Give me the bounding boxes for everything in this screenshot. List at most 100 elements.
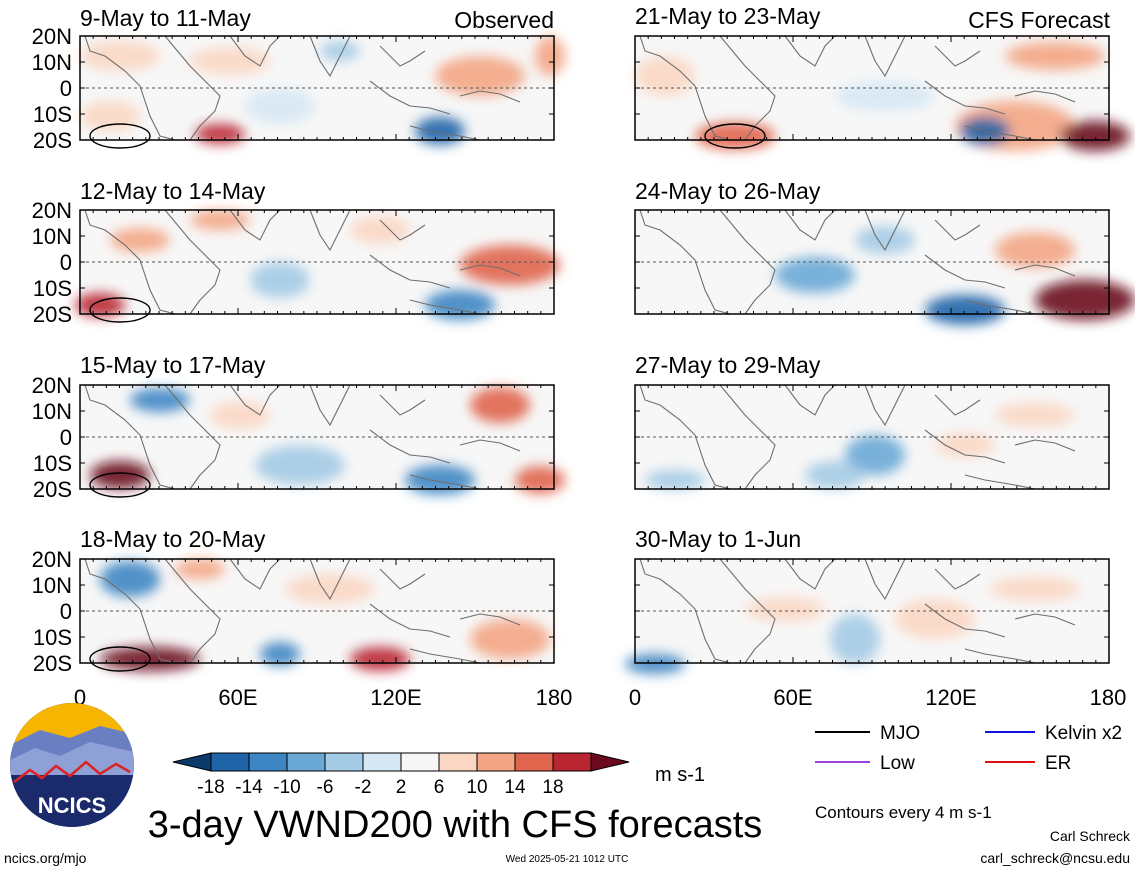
wind-anomaly-shade	[250, 262, 310, 298]
panel-4-title: 18-May to 20-May	[80, 526, 266, 552]
legend-kelvin-label: Kelvin x2	[1045, 723, 1122, 744]
mjo-contour	[89, 646, 151, 672]
xtick-180: 180	[1090, 685, 1127, 710]
xtick-180: 180	[536, 685, 573, 710]
panel-8	[625, 558, 1110, 674]
main-title: 3-day VWND200 with CFS forecasts	[148, 804, 763, 846]
wind-anomaly-shade	[925, 295, 1005, 325]
coastline	[409, 125, 481, 141]
panel-1	[79, 35, 565, 149]
ncics-logo: NCICS	[10, 703, 134, 827]
colorbar-label: 6	[434, 777, 445, 798]
ytick-10n: 10N	[32, 399, 72, 424]
coastline	[1014, 613, 1076, 626]
coastline	[934, 45, 981, 67]
ytick-10n: 10N	[32, 224, 72, 249]
coastline	[964, 474, 1036, 490]
panel-2-title: 12-May to 14-May	[80, 178, 266, 204]
panel-3	[79, 384, 565, 498]
coastline	[84, 209, 176, 315]
coastline	[309, 35, 351, 78]
colorbar-unit: m s-1	[655, 764, 705, 786]
coastline	[409, 474, 481, 490]
coastline	[924, 80, 1006, 115]
ytick-20s: 20S	[33, 302, 72, 327]
ytick-10s: 10S	[33, 625, 72, 650]
coastline	[309, 384, 351, 427]
wind-anomaly-shade	[320, 41, 360, 61]
coastline	[84, 558, 176, 664]
xtick-120e: 120E	[370, 685, 421, 710]
colorbar-swatch	[248, 752, 288, 772]
wind-anomaly-shade	[1060, 121, 1130, 151]
footer-email: carl_schreck@ncsu.edu	[980, 850, 1130, 866]
coastline	[459, 90, 521, 103]
coastline	[784, 35, 836, 67]
coastline	[379, 219, 426, 241]
wind-anomaly-shade	[1005, 42, 1105, 70]
wind-anomaly-shade	[80, 101, 140, 131]
wind-anomaly-shade	[190, 210, 250, 230]
colorbar-label: -10	[273, 777, 300, 798]
wind-anomaly-shade	[845, 435, 905, 475]
wind-anomaly-shade	[195, 124, 245, 144]
coastline	[864, 209, 906, 252]
panel-1-title: 9-May to 11-May	[80, 5, 251, 31]
panel-6-title: 24-May to 26-May	[635, 178, 821, 204]
wind-anomaly-shade	[535, 36, 565, 76]
ytick-20n: 20N	[32, 547, 72, 572]
colorbar-swatch	[590, 752, 630, 772]
wind-anomaly-shade	[1035, 280, 1135, 320]
wind-anomaly-shade	[695, 122, 775, 150]
wind-anomaly-shade	[995, 232, 1075, 268]
ytick-10n: 10N	[32, 573, 72, 598]
colorbar-swatch	[362, 752, 402, 772]
legend: MJO Kelvin x2 Low ER Contours every 4 m …	[815, 723, 1122, 822]
colorbar-label: -2	[355, 777, 372, 798]
ytick-eq: 0	[60, 76, 72, 101]
panel-5-tag: CFS Forecast	[968, 7, 1110, 33]
wind-anomaly-shade	[80, 41, 160, 71]
legend-mjo-label: MJO	[880, 723, 920, 744]
colorbar: -18 -14 -10 -6 -2 2 6 10 14 18	[172, 752, 630, 798]
coastline	[1014, 439, 1076, 452]
wind-anomaly-shade	[415, 117, 465, 145]
coastline	[369, 80, 451, 115]
coastline	[409, 648, 481, 664]
legend-low-label: Low	[880, 753, 915, 774]
colorbar-label: 18	[542, 777, 563, 798]
wind-anomaly-shade	[260, 642, 300, 666]
coastline	[459, 613, 521, 626]
ytick-20n: 20N	[32, 373, 72, 398]
colorbar-label: -14	[235, 777, 263, 798]
mjo-contour	[704, 123, 766, 149]
panel-6	[634, 209, 1135, 325]
wind-anomaly-shade	[745, 597, 825, 621]
coastlines	[84, 558, 521, 664]
coastline	[719, 558, 776, 664]
coastlines	[639, 35, 1076, 141]
coastline	[934, 394, 981, 416]
panel-7-title: 27-May to 29-May	[635, 352, 821, 378]
panel-2	[75, 209, 560, 323]
wind-shading	[775, 226, 1135, 325]
wind-anomaly-shade	[635, 56, 695, 96]
ytick-10s: 10S	[33, 102, 72, 127]
coastline	[719, 209, 776, 315]
coastline	[229, 209, 281, 241]
panel-3-title: 15-May to 17-May	[80, 352, 266, 378]
legend-er-label: ER	[1045, 753, 1071, 774]
coastline	[924, 603, 1006, 638]
coastline	[229, 558, 281, 590]
coastline	[864, 35, 906, 78]
wind-anomaly-shade	[350, 647, 410, 671]
ytick-20s: 20S	[33, 477, 72, 502]
coastline	[934, 219, 981, 241]
coastline	[934, 568, 981, 590]
wind-anomaly-shade	[255, 445, 345, 485]
wind-anomaly-shade	[470, 387, 530, 423]
coastline	[964, 299, 1036, 315]
coastline	[369, 254, 451, 289]
wind-shading	[635, 42, 1130, 151]
wind-shading	[75, 210, 560, 320]
